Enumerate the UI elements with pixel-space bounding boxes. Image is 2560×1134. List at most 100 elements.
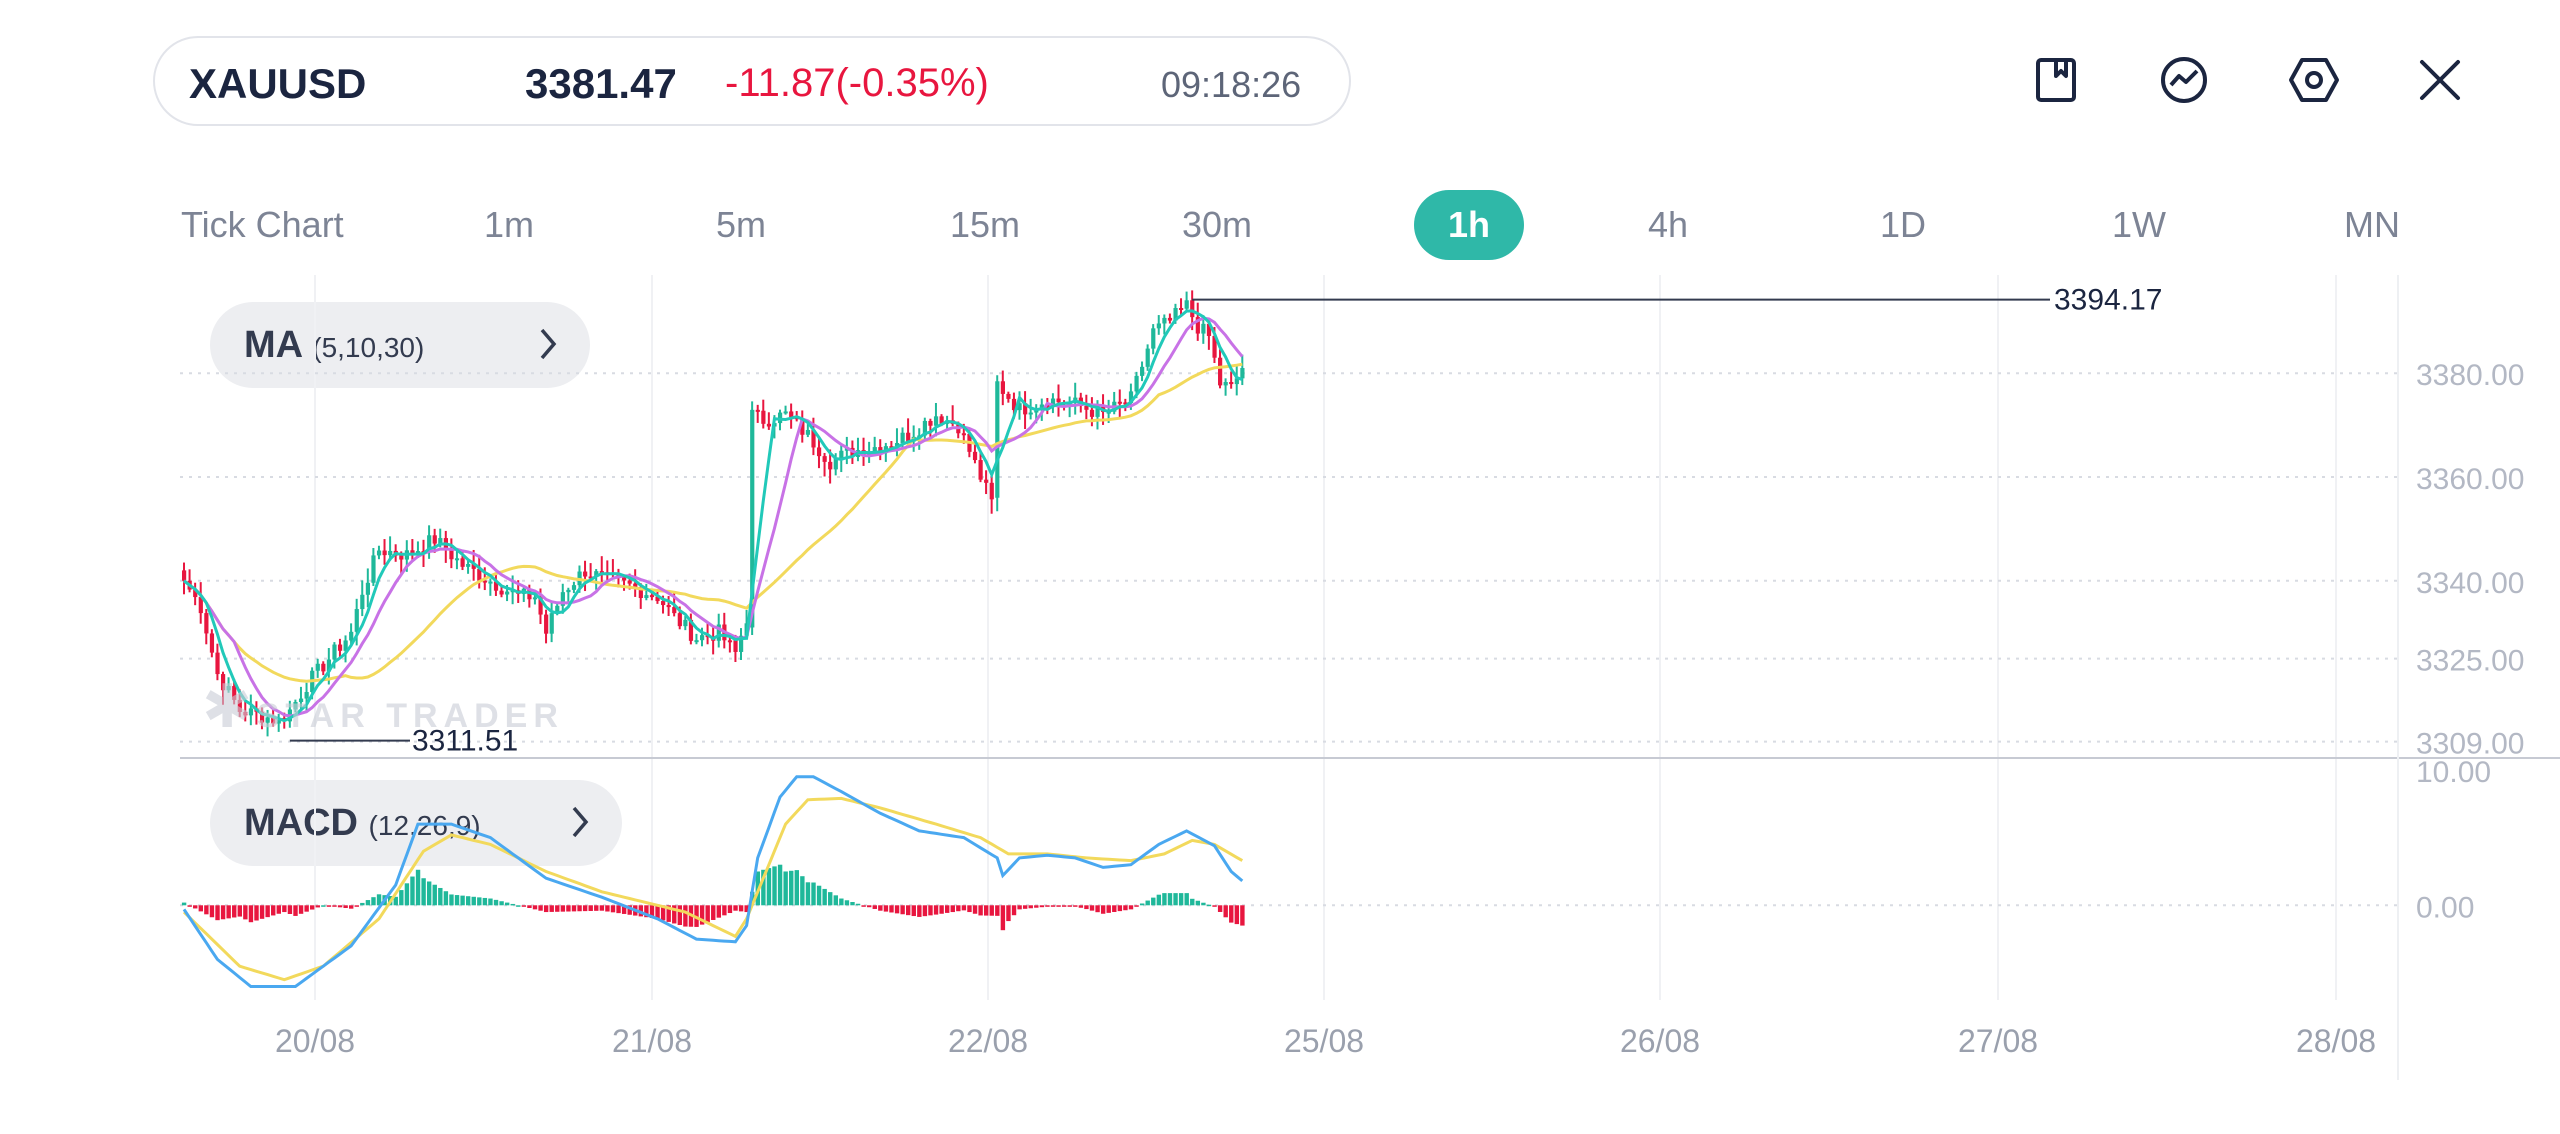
date-axis-label: 21/08: [612, 1023, 692, 1059]
candle: [800, 418, 805, 435]
macd-histogram-bar: [727, 905, 733, 914]
macd-histogram-bar: [878, 905, 883, 911]
settings-icon[interactable]: [2284, 50, 2344, 110]
macd-histogram-bar: [588, 905, 593, 911]
macd-histogram-bar: [465, 896, 471, 906]
macd-histogram-bar: [738, 905, 744, 912]
timeframe-1m[interactable]: 1m: [484, 204, 535, 245]
candle: [1089, 409, 1095, 417]
macd-histogram-bar: [1006, 905, 1011, 922]
candle: [906, 432, 911, 442]
bookmark-icon[interactable]: [2026, 50, 2086, 110]
macd-histogram-bar: [265, 905, 270, 918]
candle: [482, 580, 487, 583]
macd-histogram-bar: [181, 902, 187, 906]
macd-histogram-bar: [967, 905, 972, 913]
candle: [989, 482, 994, 500]
candle: [237, 699, 242, 712]
candle: [878, 447, 883, 454]
close-icon[interactable]: [2410, 50, 2470, 110]
macd-histogram-bar: [1089, 905, 1095, 911]
candle: [816, 447, 822, 457]
macd-histogram-bar: [232, 905, 237, 918]
candle: [588, 576, 593, 579]
candle: [499, 590, 504, 595]
candle: [1212, 335, 1217, 358]
macd-histogram-bar: [978, 905, 983, 916]
timeframe-30m[interactable]: 30m: [1182, 204, 1253, 245]
macd-histogram-bar: [460, 895, 465, 906]
macd-histogram-bar: [360, 902, 365, 906]
candle: [644, 595, 649, 599]
high-price-label: 3394.17: [2054, 284, 2162, 317]
macd-histogram-bar: [510, 903, 515, 906]
candle: [666, 605, 671, 608]
ma-indicator-chip[interactable]: MA (5,10,30): [210, 302, 590, 388]
macd-histogram-bar: [276, 905, 281, 914]
price-axis-label: 3380.00: [2416, 359, 2524, 392]
timeframe-1w[interactable]: 1W: [2112, 204, 2166, 245]
candle: [449, 550, 454, 560]
macd-histogram-bar: [198, 905, 204, 912]
candle: [209, 633, 215, 653]
macd-histogram-bar: [972, 905, 978, 914]
candle: [688, 619, 694, 641]
timeframe-1d[interactable]: 1D: [1880, 204, 1927, 245]
macd-histogram-bar: [1117, 905, 1123, 912]
candle: [365, 582, 371, 595]
symbol-name: XAUUSD: [189, 60, 367, 107]
macd-histogram-bar: [1156, 894, 1162, 906]
macd-histogram-bar: [426, 881, 432, 906]
macd-histogram-bar: [365, 900, 371, 906]
candle: [822, 456, 827, 462]
candle: [560, 592, 565, 606]
candle: [1184, 300, 1189, 309]
timeframe-5m[interactable]: 5m: [716, 204, 767, 245]
candle: [549, 613, 554, 634]
timeframe-mn[interactable]: MN: [2344, 204, 2400, 245]
candle: [248, 708, 254, 716]
macd-histogram-bar: [917, 905, 922, 917]
candle: [622, 577, 627, 581]
candle: [972, 451, 978, 461]
macd-histogram-bar: [1223, 905, 1228, 918]
macd-histogram-bar: [1212, 905, 1217, 907]
candle: [889, 446, 894, 449]
macd-histogram-bar: [248, 905, 254, 923]
candle: [399, 555, 404, 560]
macd-histogram-bar: [894, 905, 900, 914]
candle: [694, 640, 699, 643]
candle: [672, 607, 677, 614]
macd-histogram-bar: [1095, 905, 1100, 913]
macd-histogram-bar: [1128, 905, 1134, 910]
macd-histogram-bar: [477, 897, 482, 906]
macd-histogram-bar: [627, 905, 632, 915]
timeframe-1h[interactable]: 1h: [1414, 190, 1524, 260]
macd-histogram-bar: [716, 905, 722, 918]
macd-histogram-bar: [1045, 905, 1050, 907]
candle: [1229, 382, 1234, 385]
price-axis-label: 3340.00: [2416, 567, 2524, 600]
macd-histogram-bar: [1067, 905, 1072, 907]
macd-histogram-bar: [1145, 900, 1150, 906]
macd-histogram-bar: [1240, 905, 1245, 926]
timeframe-tick-chart[interactable]: Tick Chart: [181, 204, 344, 245]
macd-histogram-bar: [482, 897, 488, 906]
indicator-icon[interactable]: [2154, 50, 2214, 110]
macd-histogram-bar: [1017, 905, 1022, 910]
macd-indicator-chip[interactable]: MACD (12,26,9): [210, 780, 622, 866]
macd-histogram-bar: [1123, 905, 1128, 911]
candle: [922, 420, 928, 436]
macd-histogram-bar: [1184, 893, 1189, 906]
macd-histogram-bar: [906, 905, 911, 916]
timeframe-15m[interactable]: 15m: [950, 204, 1021, 245]
timeframe-4h[interactable]: 4h: [1648, 204, 1689, 245]
macd-histogram-bar: [376, 894, 382, 906]
macd-histogram-bar: [933, 905, 939, 915]
candle: [298, 698, 304, 703]
price-axis-label: 3325.00: [2416, 645, 2524, 678]
macd-histogram-bar: [582, 905, 588, 912]
macd-histogram-bar: [777, 864, 783, 906]
macd-histogram-bar: [220, 905, 226, 920]
